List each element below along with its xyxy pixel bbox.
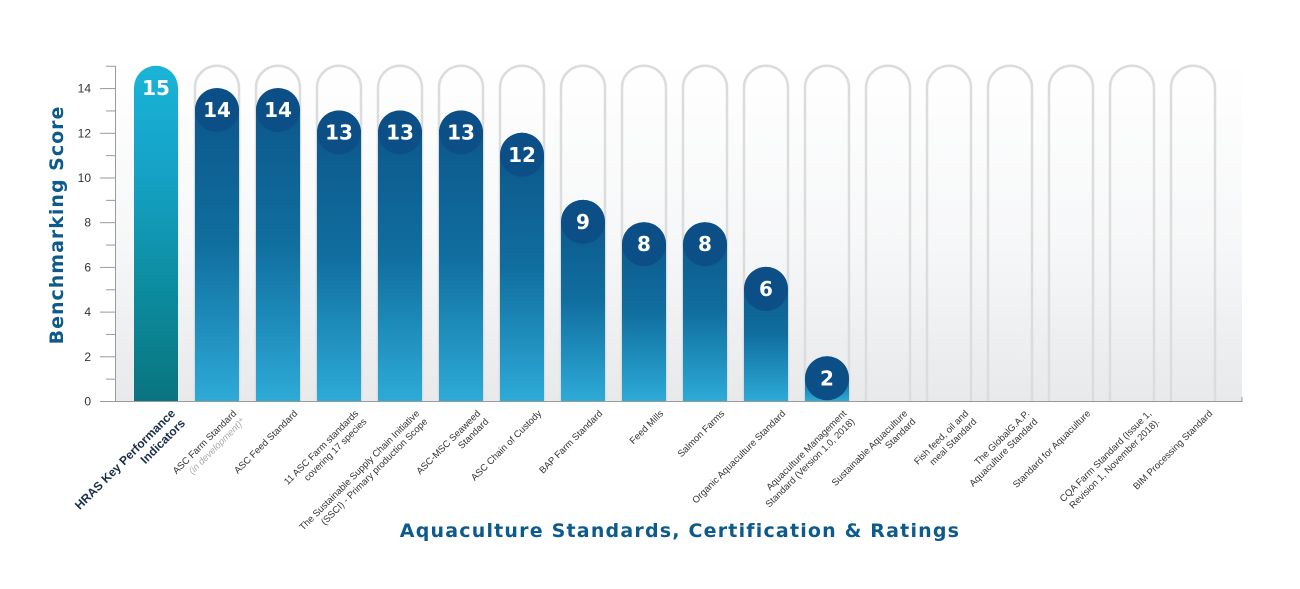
bar [683, 222, 727, 401]
bar-track-outline [803, 64, 851, 401]
bar-track-outline [681, 64, 729, 401]
bar-track-outline [1169, 64, 1217, 401]
plot-background [116, 60, 1242, 401]
bar-track-outline [437, 64, 485, 401]
bar [256, 88, 300, 401]
category-label-line: ASC Feed Standard [232, 408, 300, 476]
bar-track-outline [742, 64, 790, 401]
category-label: ASC Feed Standard [232, 408, 300, 476]
bar-track-outline [315, 64, 363, 401]
bar [561, 199, 605, 401]
bar-track-outline [864, 64, 912, 401]
bar-track-outline [498, 64, 546, 401]
value-badge [195, 88, 239, 133]
y-tick-label: 6 [84, 260, 91, 274]
value-badge [256, 88, 300, 133]
value-badge [561, 199, 605, 244]
value-badge [744, 266, 788, 311]
bar-track-outline [925, 64, 973, 401]
bar-value-label: 14 [203, 98, 231, 122]
bar-track-outline [376, 64, 424, 401]
value-badge [622, 222, 666, 267]
value-badge [805, 356, 849, 401]
bar-value-label: 8 [698, 232, 712, 256]
category-label-line: Salmon Farms [676, 408, 728, 460]
bar-track-outline [559, 64, 607, 401]
bar-track-outline [193, 64, 241, 401]
bar-track-outline [620, 64, 668, 401]
value-badge [317, 110, 361, 155]
bar-track-outline [1108, 64, 1156, 401]
category-label-line: HRAS Key Performance [72, 406, 178, 512]
y-tick-label: 4 [84, 305, 91, 319]
y-axis-title: Benchmarking Score [46, 106, 68, 345]
y-tick-label: 8 [84, 216, 91, 230]
bar-value-label: 12 [508, 143, 536, 167]
y-tick-label: 0 [84, 395, 91, 409]
category-label: Salmon Farms [676, 408, 728, 460]
bar-value-label: 13 [447, 120, 475, 144]
bar-value-label: 15 [142, 76, 170, 100]
bar-value-label: 6 [759, 277, 773, 301]
category-label: BAP Farm Standard [537, 408, 605, 476]
value-badges: 15 14 14 13 13 13 12 9 8 8 6 2 [142, 76, 849, 401]
y-axis-ticks: 0 2 4 6 8 10 12 14 [78, 65, 115, 409]
category-label-line: Feed Mills [628, 408, 667, 447]
value-badge [500, 132, 544, 177]
y-tick-label: 10 [78, 171, 92, 185]
value-badge [378, 110, 422, 155]
bar-value-label: 8 [637, 232, 651, 256]
bar [195, 88, 240, 401]
bar [378, 110, 422, 401]
bar-value-label: 2 [820, 366, 834, 390]
bar-track-outline [1047, 64, 1095, 401]
y-tick-label: 2 [84, 350, 91, 364]
y-tick-label: 12 [78, 126, 92, 140]
value-badge [439, 110, 483, 155]
bar-value-label: 9 [576, 210, 590, 234]
reference-bar [134, 65, 178, 401]
bar-track-outline [254, 64, 302, 401]
bar-value-label: 13 [325, 120, 353, 144]
bar [500, 132, 544, 402]
bar-track-outline [986, 64, 1034, 401]
bar [317, 110, 361, 401]
category-label-line: Standard (Version 1.0, 2018) [764, 416, 858, 510]
bar-value-label: 14 [264, 98, 292, 122]
value-badge [683, 222, 727, 267]
category-label: Feed Mills [628, 408, 667, 447]
bar [439, 110, 483, 401]
y-tick-label: 14 [78, 82, 92, 96]
bar-value-label: 13 [386, 120, 414, 144]
bar [622, 222, 666, 401]
category-label-line: Revision 1, November 2018). [1067, 416, 1162, 511]
bar-outlines [193, 64, 1217, 401]
x-axis-title: Aquaculture Standards, Certification & R… [400, 520, 960, 542]
category-label-line: BAP Farm Standard [537, 408, 605, 476]
